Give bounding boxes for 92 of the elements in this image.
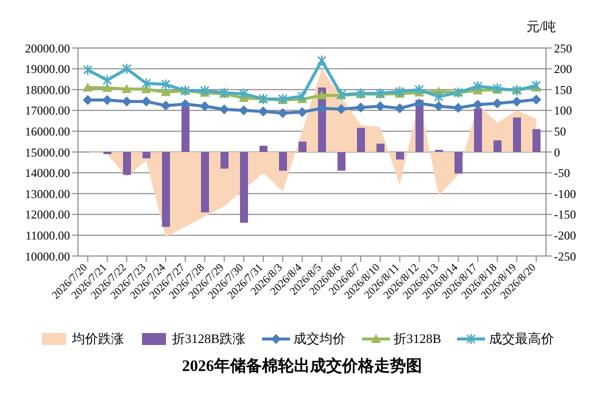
y2-tick-label: 200: [554, 62, 572, 76]
point: [414, 84, 424, 96]
point: [142, 78, 151, 90]
point: [316, 90, 327, 100]
bar: [182, 106, 190, 152]
point: [375, 101, 386, 112]
y-tick-label: 14000.00: [25, 166, 70, 180]
point: [316, 103, 327, 114]
bar: [240, 152, 248, 223]
bar: [201, 152, 209, 212]
point: [394, 103, 405, 114]
bar: [142, 152, 150, 158]
point: [532, 80, 541, 92]
point: [512, 96, 522, 107]
point: [160, 87, 171, 96]
point: [238, 105, 249, 116]
legend-label: 成交最高价: [488, 330, 554, 348]
point: [356, 102, 366, 112]
point: [395, 86, 404, 98]
point: [434, 101, 444, 112]
point: [297, 107, 308, 118]
y-tick-label: 17000.00: [25, 104, 70, 118]
point: [102, 95, 112, 105]
y2-tick-label: 100: [554, 104, 572, 118]
y2-tick-label: -100: [554, 186, 576, 201]
bar: [298, 142, 306, 152]
point: [336, 104, 346, 114]
text: 2026年储备棉轮出成交价格走势图: [181, 356, 423, 377]
point: [239, 88, 248, 100]
legend-label: 均价跌涨: [70, 330, 124, 348]
point: [453, 102, 464, 113]
y-tick-label: 20000.00: [25, 41, 70, 56]
y2-tick-label: 150: [554, 82, 572, 97]
point: [82, 82, 93, 92]
legend-label: 成交均价: [292, 330, 346, 348]
y2-axis-title: 元/吨: [526, 18, 556, 36]
y-tick-label: 11000.00: [25, 228, 70, 242]
bar: [454, 152, 462, 174]
point: [122, 63, 132, 75]
bar: [279, 152, 287, 171]
point: [278, 108, 288, 118]
bar: [162, 152, 170, 227]
y-tick-label: 18000.00: [25, 82, 70, 97]
point: [161, 78, 170, 90]
legend-label: 折3128B跌涨: [170, 330, 246, 348]
y-tick-label: 10000.00: [25, 249, 70, 264]
y-tick-label: 16000.00: [25, 124, 70, 138]
y2-tick-label: -150: [554, 208, 576, 222]
point: [180, 99, 190, 110]
point: [122, 84, 132, 93]
y-tick-label: 13000.00: [25, 186, 70, 201]
y-tick-label: 19000.00: [25, 62, 70, 76]
bar: [532, 129, 540, 152]
y2-tick-label: -50: [554, 166, 570, 180]
bar: [494, 140, 502, 152]
bar: [357, 128, 365, 152]
y2-tick-label: -250: [554, 249, 576, 264]
point: [82, 95, 93, 105]
point: [200, 101, 210, 112]
point: [473, 80, 482, 92]
y2-tick-label: -200: [554, 228, 576, 242]
y2-tick-label: 0: [554, 145, 560, 160]
point: [472, 100, 483, 110]
point: [160, 100, 171, 111]
bar: [220, 152, 228, 169]
legend-label: 折3128B: [392, 330, 442, 348]
point: [492, 98, 502, 108]
point: [102, 74, 112, 86]
bar: [396, 152, 404, 160]
point: [512, 84, 522, 96]
point: [531, 94, 542, 105]
bar: [376, 144, 384, 152]
point: [414, 98, 424, 108]
y2-tick-label: 50: [554, 124, 566, 138]
point: [83, 64, 92, 76]
point: [122, 96, 132, 106]
point: [434, 90, 444, 102]
point: [102, 82, 112, 92]
y-tick-label: 12000.00: [25, 208, 70, 222]
bar: [513, 117, 521, 152]
bar: [338, 152, 346, 171]
y2-tick-label: 250: [554, 41, 572, 56]
point: [141, 96, 152, 106]
y-tick-label: 15000.00: [25, 145, 70, 160]
point: [200, 84, 210, 96]
bar: [474, 108, 482, 152]
point: [298, 90, 307, 102]
point: [219, 104, 230, 114]
point: [317, 54, 326, 66]
bar: [260, 146, 268, 152]
point: [258, 106, 268, 116]
bar: [123, 152, 131, 175]
